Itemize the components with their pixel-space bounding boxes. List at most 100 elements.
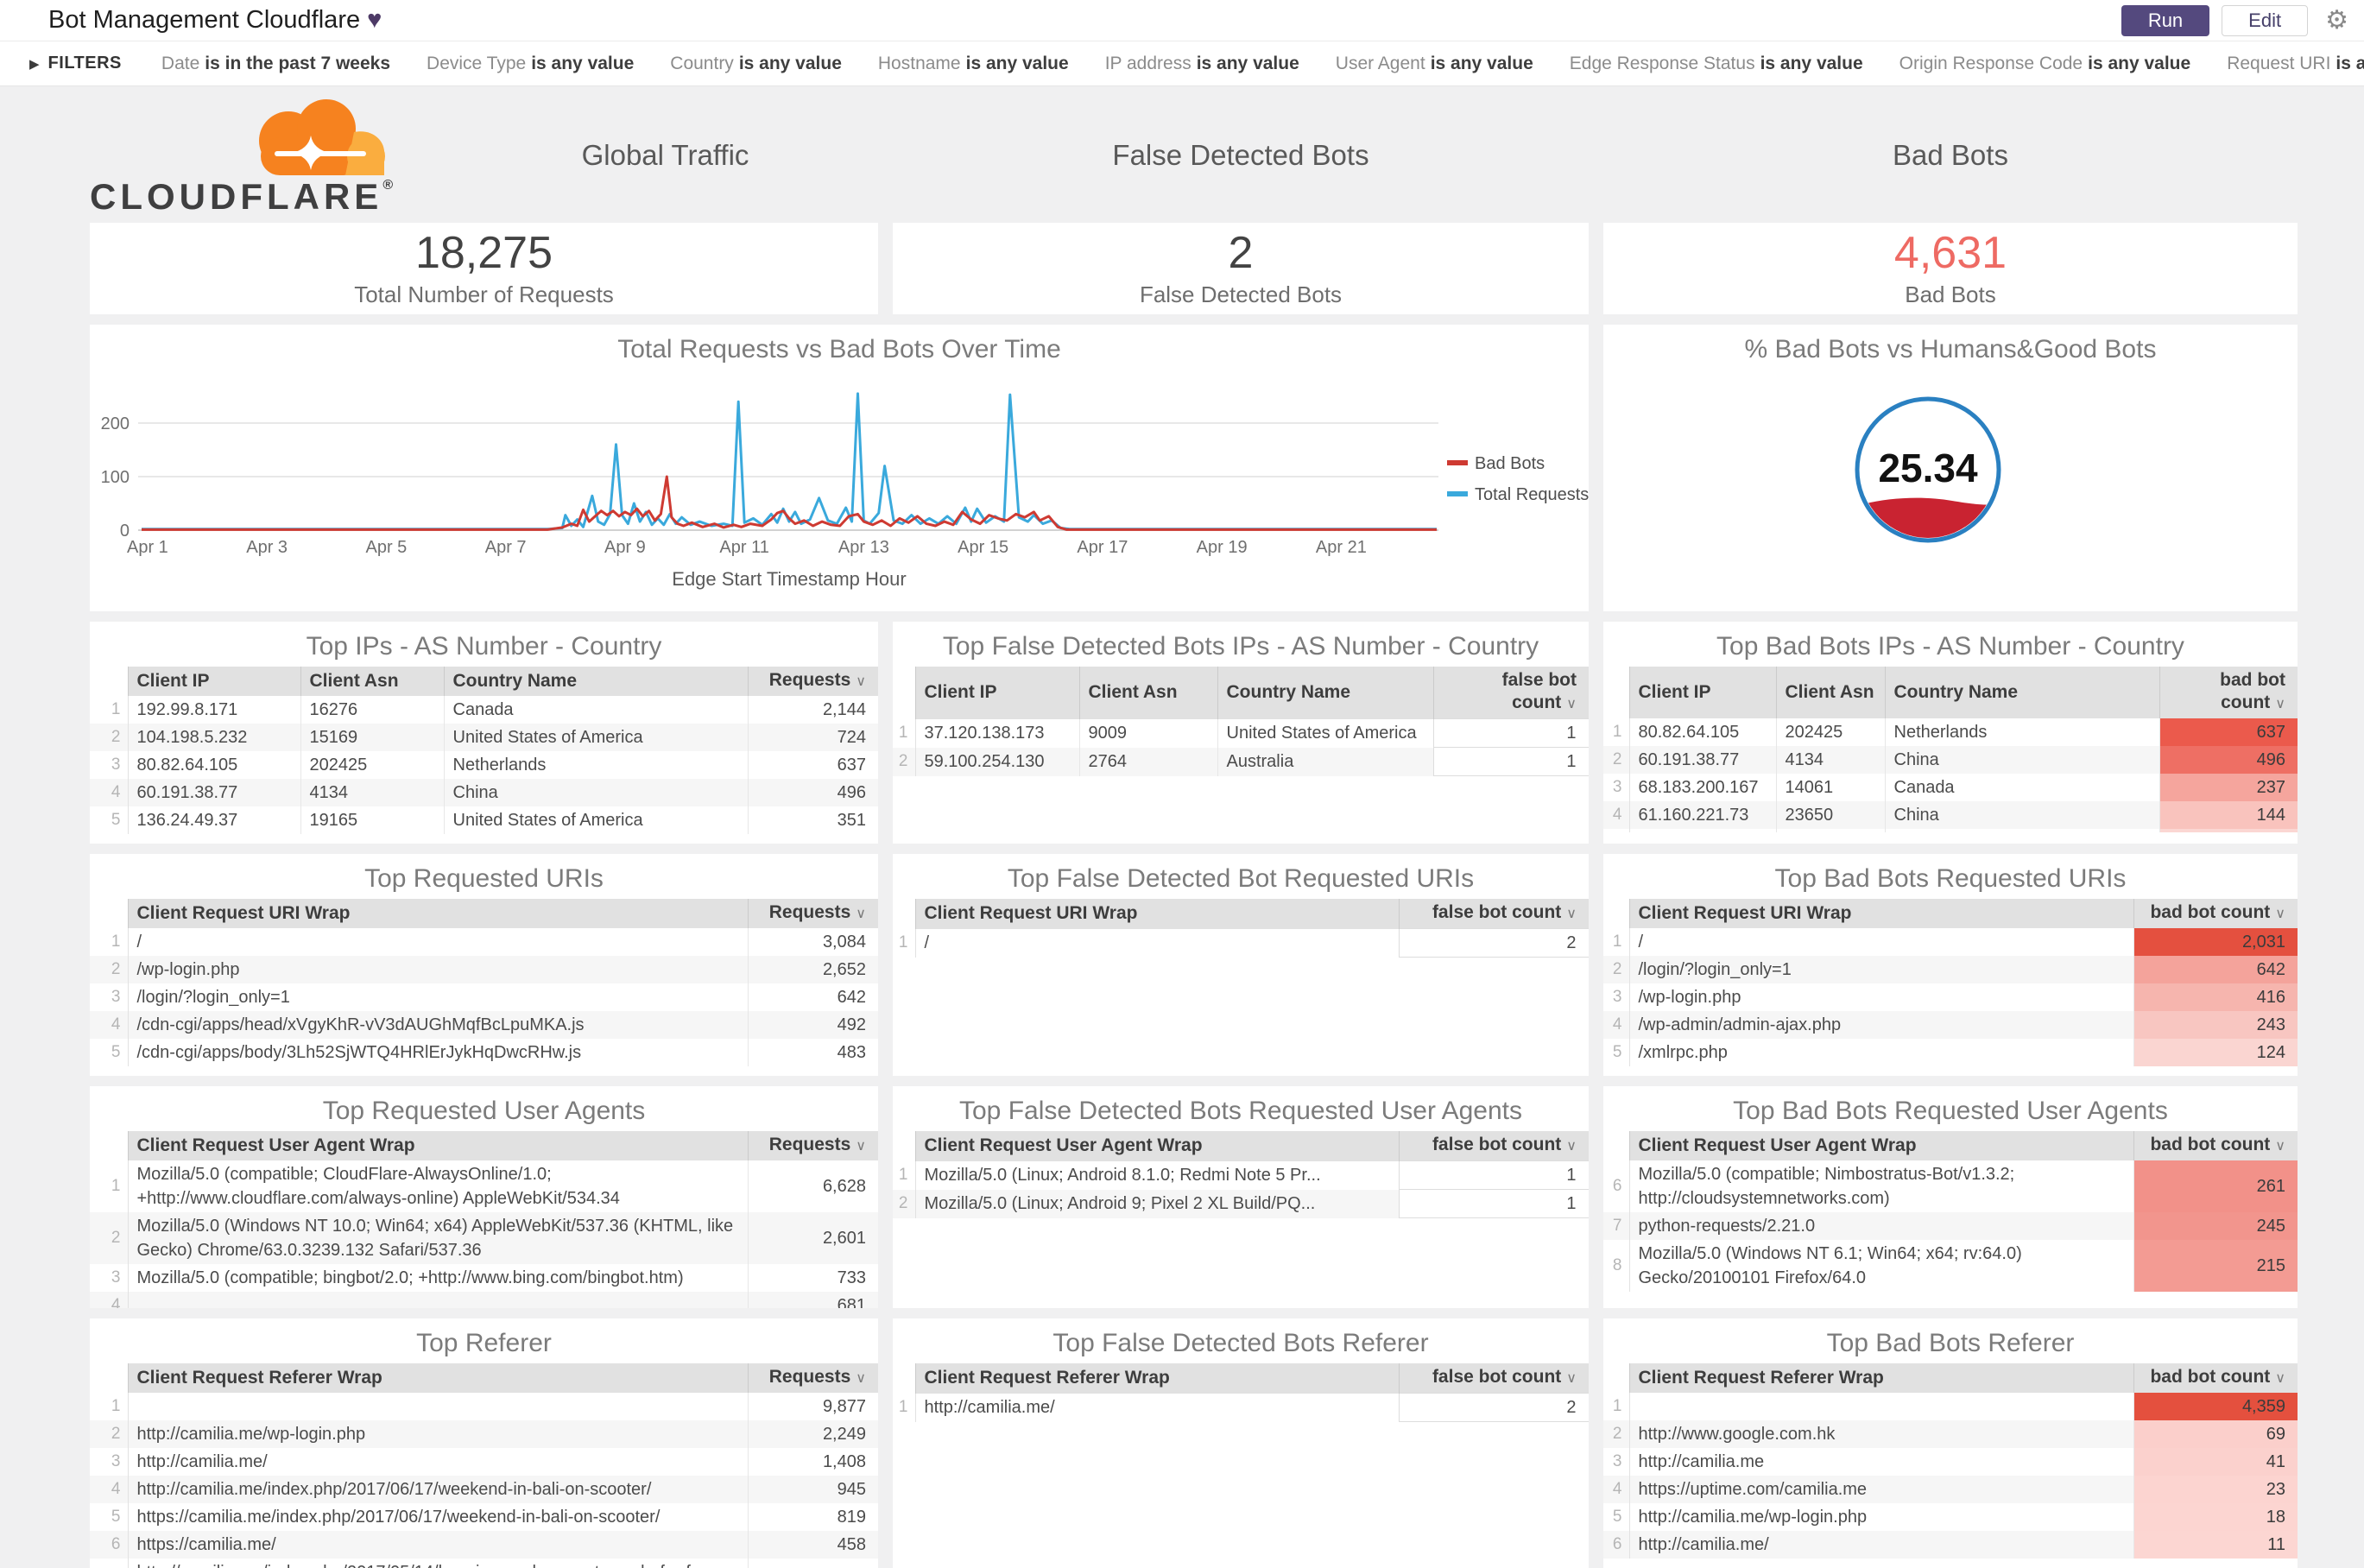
column-header[interactable]: Client Request URI Wrap [1628, 899, 2133, 928]
table-row[interactable]: 5/xmlrpc.php 124 [1603, 1039, 2298, 1066]
row-number: 4 [90, 779, 129, 806]
column-header[interactable]: Client Request Referer Wrap [914, 1363, 1399, 1394]
table-row[interactable]: 1 192.99.8.171 16276 Canada 2,144 [90, 696, 878, 724]
table-row[interactable]: 2/wp-login.php 2,652 [90, 956, 878, 983]
table-row[interactable]: 2 http://www.google.com.hk 69 [1603, 1420, 2298, 1448]
table-row[interactable]: 4 60.191.38.77 4134 China 496 [90, 779, 878, 806]
column-header[interactable]: Client Request URI Wrap [914, 899, 1399, 929]
table-row[interactable]: 1 37.120.138.173 9009 United States of Amer… [893, 718, 1589, 748]
filter-item[interactable]: Edge Response Status is any value [1569, 53, 1863, 73]
column-header[interactable]: Client IP [1628, 667, 1776, 718]
table-row[interactable]: 5/cdn-cgi/apps/body/3Lh52SjWTQ4HRlErJykH… [90, 1039, 878, 1066]
table-row[interactable]: 1 4,359 [1603, 1393, 2298, 1420]
table-row[interactable]: 1 80.82.64.105 202425 Netherlands 637 [1603, 718, 2298, 746]
timeseries-chart[interactable]: 0 100 200 Apr 1 Apr 3 Apr 5 Apr 7 Apr 9 Apr 11 Ap… [90, 366, 1589, 606]
table-row[interactable]: 7http://camilia.me/index.php/2017/05/14/… [90, 1559, 878, 1568]
column-header[interactable]: Country Name [443, 667, 748, 696]
table-row[interactable]: 2 Mozilla/5.0 (Windows NT 10.0; Win64; x6… [90, 1212, 878, 1264]
column-header[interactable]: Client Request User Agent Wrap [914, 1131, 1399, 1161]
series-line-total-requests[interactable] [142, 392, 1437, 531]
table-row[interactable]: 4/wp-admin/admin-ajax.php 243 [1603, 1011, 2298, 1039]
column-header[interactable]: Requests ∨ [747, 899, 878, 928]
table-row[interactable]: 6 https://camilia.me/458 [90, 1531, 878, 1559]
column-header[interactable]: bad bot count ∨ [2159, 667, 2298, 718]
table-row[interactable]: 4 61.160.221.73 23650 China 144 [1603, 801, 2298, 829]
kpi-false-detected-bots[interactable]: 2 False Detected Bots [893, 223, 1589, 314]
table-row[interactable]: 2/login/?login_only=1 642 [1603, 956, 2298, 983]
column-header[interactable]: bad bot count ∨ [2133, 899, 2298, 928]
filters-expand-icon[interactable]: ▶ [29, 56, 40, 72]
table-row[interactable]: 1/3,084 [90, 928, 878, 956]
cell: / [1628, 928, 2133, 956]
table-row[interactable]: 3 80.82.64.105 202425 Netherlands 637 [90, 751, 878, 779]
column-header[interactable]: Requests ∨ [747, 1363, 878, 1393]
table-row[interactable]: 4 https://uptime.com/camilia.me 23 [1603, 1476, 2298, 1503]
column-header[interactable]: Client Request User Agent Wrap [127, 1131, 748, 1160]
filter-item[interactable]: Hostname is any value [877, 53, 1069, 73]
column-header[interactable]: Client Request Referer Wrap [127, 1363, 748, 1393]
table-row[interactable]: 2 104.198.5.232 15169 United States of Amer… [90, 724, 878, 751]
filter-item[interactable]: Origin Response Code is any value [1899, 53, 2191, 73]
table-row[interactable]: 3/login/?login_only=1 642 [90, 983, 878, 1011]
column-header[interactable]: Client Request User Agent Wrap [1628, 1131, 2133, 1160]
column-header[interactable]: Client IP [127, 667, 300, 696]
table-row[interactable]: 1/2,031 [1603, 928, 2298, 956]
legend-label[interactable]: Bad Bots [1475, 454, 1545, 473]
table-row[interactable]: 1 http://camilia.me/2 [893, 1393, 1589, 1422]
column-header[interactable]: Requests ∨ [747, 1131, 878, 1160]
table-row[interactable]: 3 http://camilia.me/1,408 [90, 1448, 878, 1476]
table-row[interactable]: 6 Mozilla/5.0 (compatible; Nimbostratus-B… [1603, 1160, 2298, 1212]
table-row[interactable]: 6 http://camilia.me/11 [1603, 1531, 2298, 1559]
sort-desc-icon: ∨ [2275, 697, 2285, 711]
legend-label[interactable]: Total Requests [1475, 485, 1589, 504]
column-header[interactable]: bad bot count ∨ [2133, 1363, 2298, 1393]
gear-icon[interactable]: ⚙ [2325, 6, 2348, 35]
column-header[interactable]: false bot count ∨ [1398, 899, 1589, 929]
column-header[interactable]: Country Name [1884, 667, 2159, 718]
column-header[interactable]: Requests ∨ [747, 667, 878, 696]
table-row[interactable]: 4 681 [90, 1292, 878, 1308]
table-row[interactable]: 1/2 [893, 928, 1589, 958]
column-header[interactable]: false bot count ∨ [1432, 667, 1589, 719]
column-header[interactable]: false bot count ∨ [1398, 1131, 1589, 1161]
column-header[interactable]: bad bot count ∨ [2133, 1131, 2298, 1160]
column-header[interactable]: Client IP [914, 667, 1079, 719]
table-row[interactable]: 1 Mozilla/5.0 (Linux; Android 8.1.0; Redm… [893, 1160, 1589, 1190]
column-header[interactable]: Client Asn [300, 667, 444, 696]
series-line-bad-bots[interactable] [142, 475, 1437, 531]
filter-item[interactable]: Device Type is any value [427, 53, 635, 73]
table-row[interactable] [1603, 829, 2298, 832]
table-row[interactable]: 7 python-requests/2.21.0 245 [1603, 1212, 2298, 1240]
column-header[interactable]: false bot count ∨ [1398, 1363, 1589, 1394]
table-row[interactable]: 5 https://camilia.me/index.php/2017/06/17… [90, 1503, 878, 1531]
column-header[interactable]: Country Name [1217, 667, 1433, 719]
kpi-bad-bots[interactable]: 4,631 Bad Bots [1603, 223, 2298, 314]
table-row[interactable]: 3 http://camilia.me 41 [1603, 1448, 2298, 1476]
column-header[interactable]: Client Request URI Wrap [127, 899, 748, 928]
run-button[interactable]: Run [2121, 4, 2210, 36]
table-row[interactable]: 2 http://camilia.me/wp-login.php 2,249 [90, 1420, 878, 1448]
table-row[interactable]: 8 Mozilla/5.0 (Windows NT 6.1; Win64; x64… [1603, 1240, 2298, 1292]
table-row[interactable]: 4 http://camilia.me/index.php/2017/06/17/… [90, 1476, 878, 1503]
column-header[interactable]: Client Asn [1078, 667, 1217, 719]
table-row[interactable]: 2 60.191.38.77 4134 China 496 [1603, 746, 2298, 774]
edit-button[interactable]: Edit [2222, 4, 2309, 36]
table-row[interactable]: 2 59.100.254.130 2764 Australia 1 [893, 747, 1589, 776]
table-row[interactable]: 3 68.183.200.167 14061 Canada 237 [1603, 774, 2298, 801]
table-row[interactable]: 4/cdn-cgi/apps/head/xVgyKhR-vV3dAUGhMqfB… [90, 1011, 878, 1039]
table-row[interactable]: 3/wp-login.php 416 [1603, 983, 2298, 1011]
table-row[interactable]: 5 136.24.49.37 19165 United States of Ameri… [90, 806, 878, 834]
table-row[interactable]: 3 Mozilla/5.0 (compatible; bingbot/2.0; +… [90, 1264, 878, 1292]
filter-item[interactable]: Country is any value [670, 53, 842, 73]
table-row[interactable]: 2 Mozilla/5.0 (Linux; Android 9; Pixel 2 … [893, 1189, 1589, 1218]
column-header[interactable]: Client Asn [1775, 667, 1885, 718]
column-header[interactable]: Client Request Referer Wrap [1628, 1363, 2133, 1393]
kpi-total-requests[interactable]: 18,275 Total Number of Requests [90, 223, 878, 314]
filter-item[interactable]: IP address is any value [1104, 53, 1299, 73]
filter-item[interactable]: User Agent is any value [1335, 53, 1533, 73]
table-row[interactable]: 1 9,877 [90, 1393, 878, 1420]
filter-item[interactable]: Date is in the past 7 weeks [161, 53, 391, 73]
table-row[interactable]: 5 http://camilia.me/wp-login.php 18 [1603, 1503, 2298, 1531]
table-row[interactable]: 1 Mozilla/5.0 (compatible; CloudFlare-Alw… [90, 1160, 878, 1212]
